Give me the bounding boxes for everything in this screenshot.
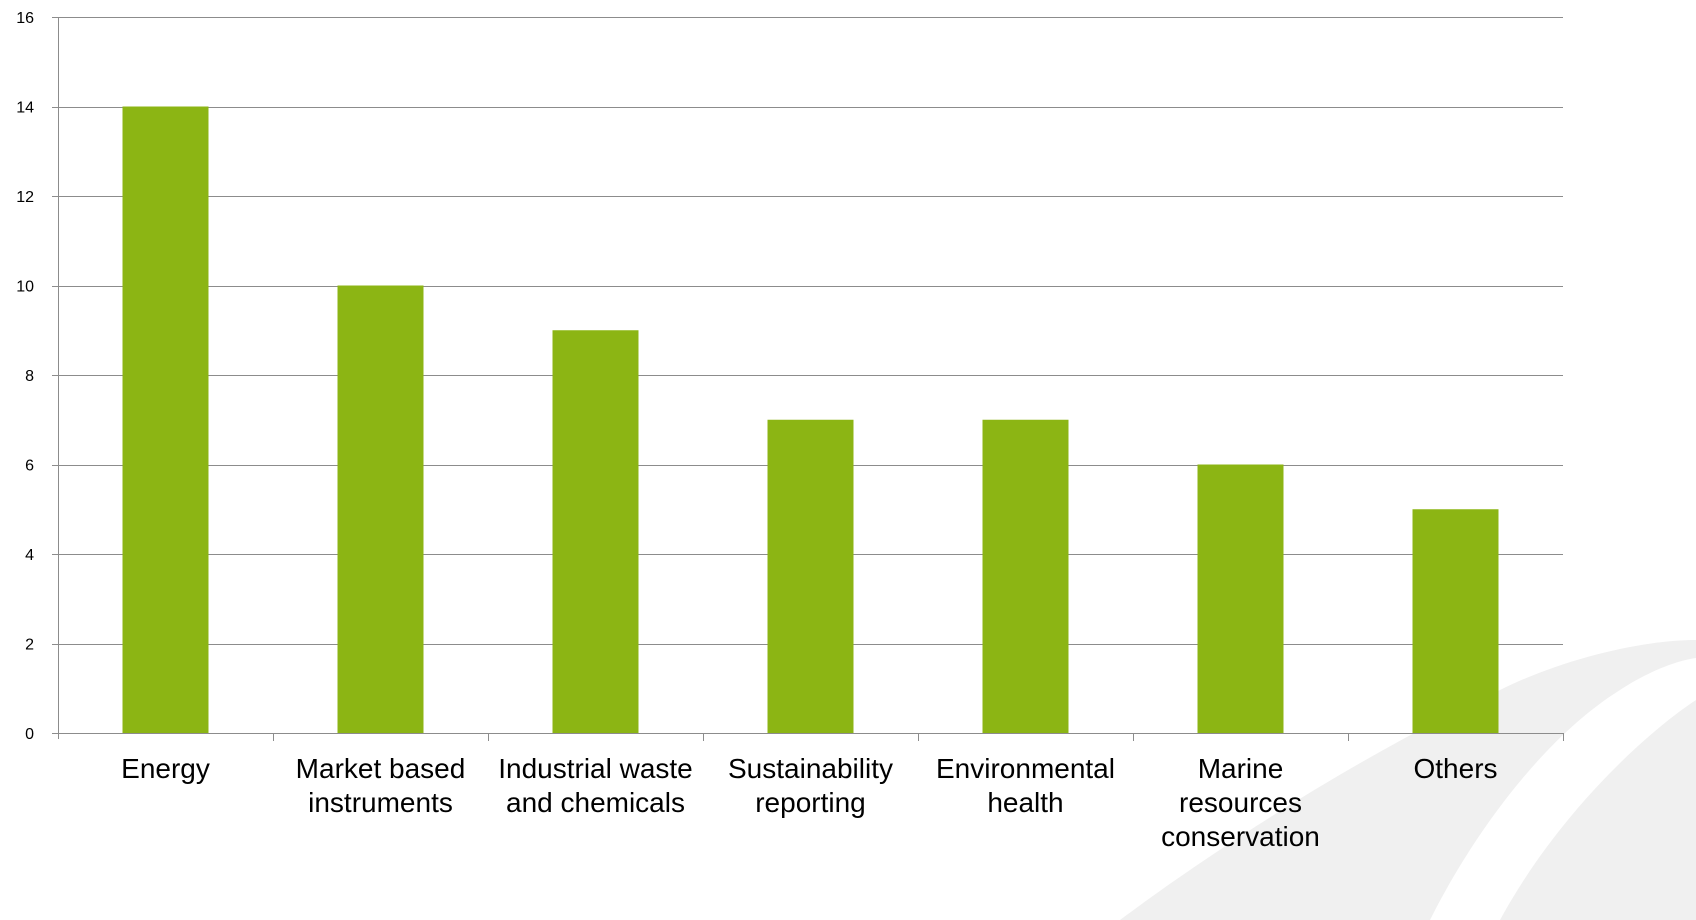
y-tick-label: 2: [25, 637, 34, 654]
watermark-swoosh-gap: [1430, 658, 1696, 920]
x-tick-label-line: conservation: [1161, 821, 1320, 852]
watermark-swoosh: [1120, 640, 1696, 920]
x-tick-label-line: Others: [1413, 753, 1497, 784]
axes: [52, 17, 1564, 741]
x-tick-label-line: Environmental: [936, 753, 1115, 784]
x-tick-label: Industrial waste and chemicals: [498, 753, 693, 818]
x-tick-label-line: Energy: [121, 753, 210, 784]
x-tick-label-line: Sustainability: [728, 753, 893, 784]
bar: [1412, 509, 1499, 733]
y-tick-labels: 0 2 4 6 8 10 12 14 16: [16, 10, 34, 743]
x-tick-labels: Energy Market based instruments Industrial …: [121, 753, 1497, 852]
y-tick-label: 10: [16, 279, 34, 296]
y-tick-label: 0: [25, 726, 34, 743]
gridlines: [58, 17, 1563, 645]
bar: [1197, 464, 1284, 733]
y-tick-label: 4: [25, 547, 34, 564]
bar: [337, 285, 424, 733]
x-tick-label-line: and chemicals: [506, 787, 685, 818]
x-tick-label: Marine resources conservation: [1161, 753, 1320, 852]
x-tick-label-line: Marine: [1198, 753, 1284, 784]
bars: [122, 106, 1499, 733]
bar: [552, 330, 639, 733]
y-tick-label: 8: [25, 368, 34, 385]
watermark-decoration: [1120, 640, 1696, 920]
bar: [122, 106, 209, 733]
x-tick-label-line: resources: [1179, 787, 1302, 818]
x-tick-label: Market based instruments: [296, 753, 466, 818]
y-tick-label: 6: [25, 458, 34, 475]
x-tick-label-line: reporting: [755, 787, 866, 818]
x-tick-label: Energy: [121, 753, 210, 784]
bar: [767, 419, 854, 733]
y-tick-label: 12: [16, 189, 34, 206]
x-tick-label: Sustainability reporting: [728, 753, 893, 818]
y-tick-label: 14: [16, 100, 34, 117]
bar: [982, 419, 1069, 733]
x-tick-label-line: Industrial waste: [498, 753, 693, 784]
x-tick-label-line: instruments: [308, 787, 453, 818]
x-tick-label: Others: [1413, 753, 1497, 784]
y-tick-label: 16: [16, 10, 34, 27]
x-tick-label-line: Market based: [296, 753, 466, 784]
x-tick-label: Environmental health: [936, 753, 1115, 818]
x-tick-label-line: health: [987, 787, 1063, 818]
